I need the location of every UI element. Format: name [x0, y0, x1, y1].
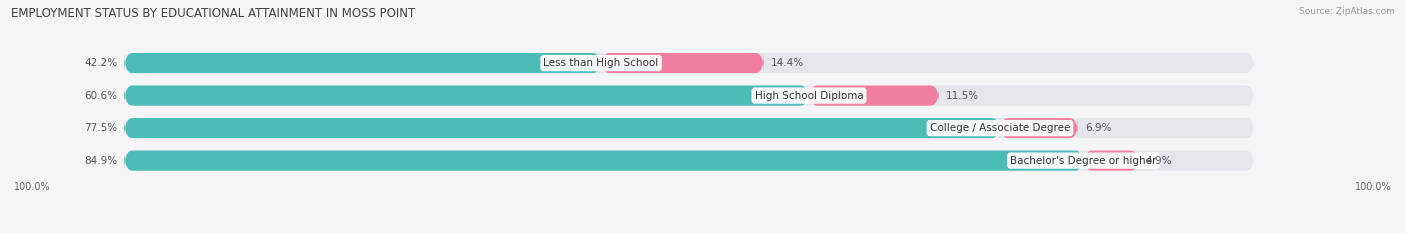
FancyBboxPatch shape — [602, 53, 763, 73]
FancyBboxPatch shape — [124, 53, 1254, 73]
Text: 100.0%: 100.0% — [14, 182, 51, 192]
Text: Less than High School: Less than High School — [544, 58, 659, 68]
FancyBboxPatch shape — [124, 151, 1254, 171]
Text: 6.9%: 6.9% — [1085, 123, 1111, 133]
FancyBboxPatch shape — [124, 86, 1254, 106]
Text: 4.9%: 4.9% — [1146, 156, 1173, 166]
FancyBboxPatch shape — [124, 53, 602, 73]
Text: EMPLOYMENT STATUS BY EDUCATIONAL ATTAINMENT IN MOSS POINT: EMPLOYMENT STATUS BY EDUCATIONAL ATTAINM… — [11, 7, 416, 20]
FancyBboxPatch shape — [1000, 118, 1078, 138]
FancyBboxPatch shape — [124, 118, 1000, 138]
FancyBboxPatch shape — [1084, 151, 1139, 171]
Text: 77.5%: 77.5% — [84, 123, 118, 133]
Text: Bachelor's Degree or higher: Bachelor's Degree or higher — [1011, 156, 1157, 166]
Text: 100.0%: 100.0% — [1355, 182, 1392, 192]
Text: Source: ZipAtlas.com: Source: ZipAtlas.com — [1299, 7, 1395, 16]
Text: College / Associate Degree: College / Associate Degree — [929, 123, 1070, 133]
FancyBboxPatch shape — [124, 151, 1084, 171]
FancyBboxPatch shape — [808, 86, 939, 106]
Text: 60.6%: 60.6% — [84, 91, 118, 101]
Text: 14.4%: 14.4% — [770, 58, 804, 68]
FancyBboxPatch shape — [124, 86, 808, 106]
Text: 84.9%: 84.9% — [84, 156, 118, 166]
Text: High School Diploma: High School Diploma — [755, 91, 863, 101]
Text: 42.2%: 42.2% — [84, 58, 118, 68]
Text: 11.5%: 11.5% — [946, 91, 979, 101]
FancyBboxPatch shape — [124, 118, 1254, 138]
